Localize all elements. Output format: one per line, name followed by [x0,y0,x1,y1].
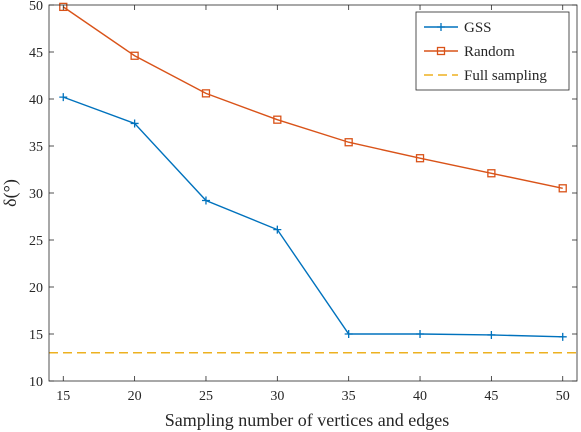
data-point [201,89,211,98]
axes-layer: 15 20 25 30 35 40 45 50 10 15 20 25 30 35 40 45 50 [29,0,578,404]
data-point [415,154,425,163]
data-point [201,196,210,205]
data-point [344,138,353,147]
data-point [416,330,425,338]
legend-item: Full sampling [424,68,547,84]
y-tick-label: 50 [29,0,43,14]
y-axis-title: δ(°) [0,179,21,207]
legend-swatch-marker [437,23,445,31]
x-axis-title: Sampling number of vertices and edges [165,410,449,430]
data-point [487,330,496,339]
y-tick-label: 30 [29,187,43,202]
x-tick-label: 30 [270,389,284,404]
x-tick-label: 45 [484,389,498,404]
data-point [59,2,68,12]
data-point [273,115,282,124]
series-line [63,96,563,338]
legend: GSS Random Full sampling [415,11,570,91]
legend-label: Full sampling [464,68,547,84]
x-tick-label: 50 [556,389,570,404]
y-tick-label: 25 [29,234,43,249]
data-point [558,184,567,193]
x-tick-label: 20 [128,389,142,404]
data-point [273,225,282,234]
y-tick-label: 45 [29,46,43,61]
x-tick-label: 35 [342,389,356,404]
x-tick-label: 15 [56,389,70,404]
data-point [344,330,353,338]
series-layer [49,2,577,354]
x-tick-label: 25 [199,389,213,404]
series-line [62,6,563,189]
data-point [130,51,139,60]
y-tick-label: 15 [29,328,43,343]
legend-label: Random [464,44,515,60]
x-tick-label: 40 [413,389,427,404]
legend-item: Random [424,44,515,60]
y-tick-label: 35 [29,140,43,155]
data-point [487,169,496,178]
series-gss [59,93,567,341]
y-tick-label: 10 [29,375,43,390]
legend-label: GSS [464,20,492,36]
data-point [59,93,68,102]
data-point [130,119,139,128]
legend-item: GSS [424,20,492,36]
y-tick-label: 40 [29,93,43,108]
series-random [59,2,567,193]
legend-swatch-marker [436,46,446,56]
y-tick-label: 20 [29,281,43,296]
data-point [558,332,567,341]
